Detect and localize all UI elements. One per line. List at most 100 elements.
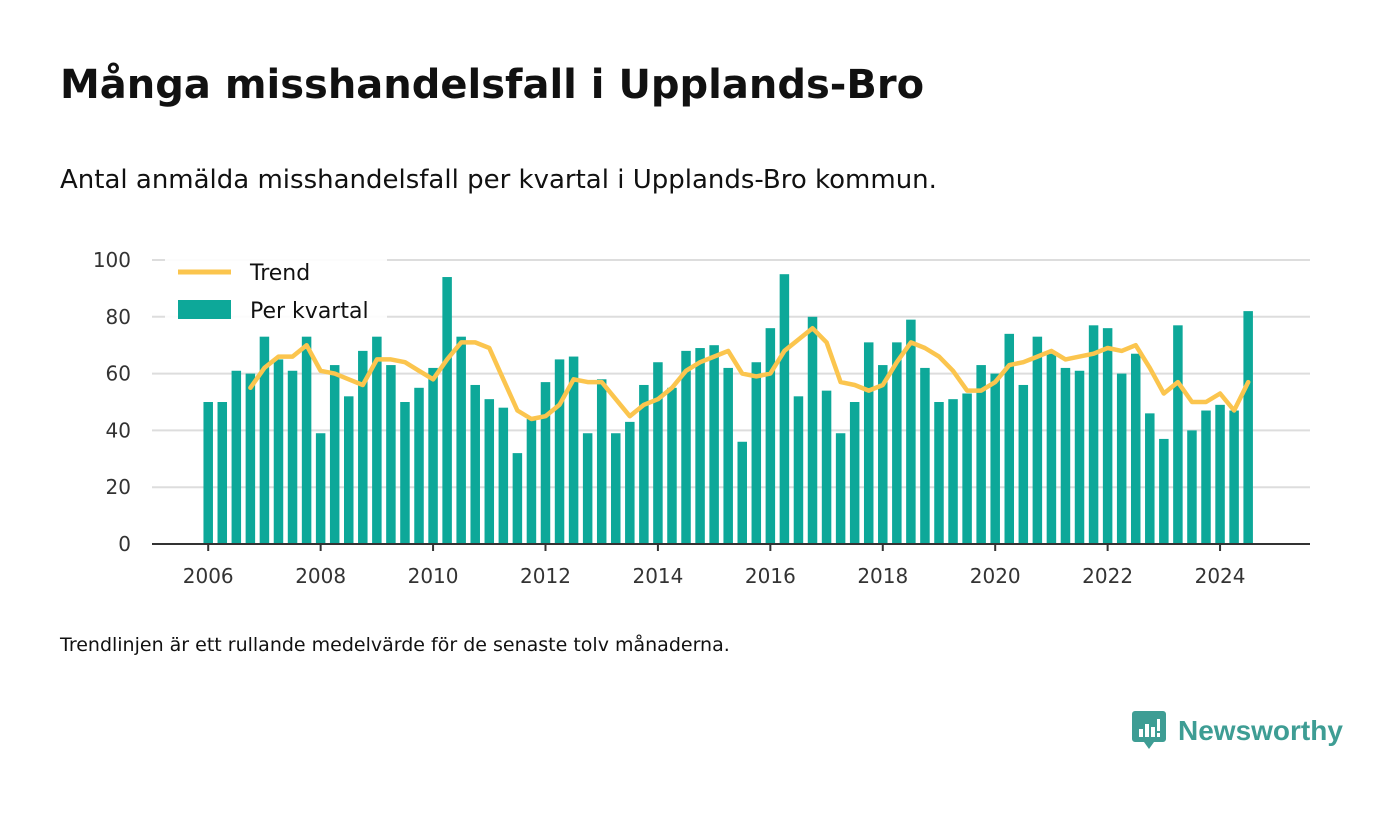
bar xyxy=(1201,410,1211,544)
bar xyxy=(1060,367,1071,544)
x-tick-label: 2024 xyxy=(1195,564,1246,588)
bar xyxy=(1159,438,1169,544)
bar xyxy=(526,419,537,544)
bar xyxy=(849,402,860,544)
bar xyxy=(329,365,340,544)
bar xyxy=(372,336,382,544)
bar xyxy=(343,396,354,544)
bar xyxy=(821,390,832,544)
bar xyxy=(554,359,565,544)
legend-label-trend: Trend xyxy=(249,261,310,286)
x-tick-label: 2016 xyxy=(745,564,796,588)
chart-title: Många misshandelsfall i Upplands-Bro xyxy=(60,62,925,108)
bar xyxy=(203,402,213,544)
bar xyxy=(442,277,452,544)
bar xyxy=(456,336,466,544)
y-tick-label: 20 xyxy=(106,475,131,499)
bar xyxy=(386,365,396,544)
bar xyxy=(273,359,284,544)
bar xyxy=(1215,404,1225,544)
bar xyxy=(1004,333,1015,544)
bar xyxy=(245,373,256,544)
bar xyxy=(1102,328,1113,544)
y-tick-label: 0 xyxy=(118,532,131,556)
bar xyxy=(1130,353,1141,544)
bar xyxy=(1145,413,1155,544)
bar xyxy=(990,373,1000,544)
bar xyxy=(428,367,438,544)
brand-logo: Newsworthy xyxy=(1132,711,1343,751)
bar xyxy=(1018,384,1029,544)
bar xyxy=(779,274,790,544)
bar xyxy=(681,350,691,544)
x-tick-label: 2014 xyxy=(632,564,683,588)
bar xyxy=(1046,353,1057,544)
bar xyxy=(962,393,972,544)
footnote: Trendlinjen är ett rullande medelvärde f… xyxy=(60,634,730,656)
bar xyxy=(667,387,677,544)
bar xyxy=(498,407,509,544)
x-tick-label: 2022 xyxy=(1082,564,1133,588)
bar xyxy=(596,379,607,544)
bar xyxy=(1088,325,1099,544)
legend-label-per-kvartal: Per kvartal xyxy=(250,299,369,324)
bar xyxy=(863,342,874,544)
bar xyxy=(639,384,649,544)
bar xyxy=(737,441,747,544)
bar xyxy=(470,384,480,544)
y-tick-label: 60 xyxy=(106,362,131,386)
newsworthy-logo-icon xyxy=(1132,711,1166,749)
bar xyxy=(793,396,804,544)
bar xyxy=(807,316,818,544)
bar xyxy=(892,342,902,544)
bar xyxy=(358,350,368,544)
bar xyxy=(414,387,424,544)
bar xyxy=(751,362,762,544)
bar xyxy=(231,370,242,544)
bar xyxy=(695,348,705,544)
y-tick-label: 40 xyxy=(106,418,131,442)
brand-name: Newsworthy xyxy=(1178,715,1343,746)
bar xyxy=(484,399,495,544)
chart-subtitle: Antal anmälda misshandelsfall per kvarta… xyxy=(60,165,937,195)
bar xyxy=(1116,373,1127,544)
legend-bar-swatch xyxy=(178,300,231,319)
bar-series xyxy=(203,274,1253,544)
bar xyxy=(906,319,916,544)
bar xyxy=(934,402,944,544)
bar xyxy=(653,362,663,544)
bar xyxy=(287,370,298,544)
trend-line xyxy=(248,325,1251,422)
y-axis-ticks: 0 20 40 60 80 100 xyxy=(93,248,131,556)
bar xyxy=(976,365,986,544)
bar xyxy=(512,453,523,544)
bar xyxy=(878,365,888,544)
legend: Trend Per kvartal xyxy=(165,254,387,330)
x-tick-label: 2008 xyxy=(295,564,346,588)
bar xyxy=(1243,311,1253,544)
bar xyxy=(259,336,270,544)
x-tick-label: 2010 xyxy=(408,564,459,588)
bar xyxy=(1173,325,1183,544)
bar xyxy=(1032,336,1043,544)
trend-series xyxy=(248,325,1251,422)
bar xyxy=(217,402,228,544)
bar xyxy=(765,328,776,544)
x-tick-label: 2006 xyxy=(183,564,234,588)
bar xyxy=(568,356,579,544)
x-tick-label: 2012 xyxy=(520,564,571,588)
x-axis: 2006 2008 2010 2012 2014 2016 2018 2020 2022 2024 xyxy=(152,543,1310,588)
bar xyxy=(400,402,410,544)
bar xyxy=(582,433,593,544)
x-tick-label: 2020 xyxy=(970,564,1021,588)
bar xyxy=(315,433,326,544)
bar xyxy=(1074,370,1085,544)
bar xyxy=(709,345,719,544)
bar xyxy=(835,433,846,544)
bar xyxy=(1187,430,1197,544)
bar xyxy=(948,399,958,544)
bar xyxy=(540,382,551,544)
y-tick-label: 100 xyxy=(93,248,131,272)
bar xyxy=(1229,410,1239,544)
